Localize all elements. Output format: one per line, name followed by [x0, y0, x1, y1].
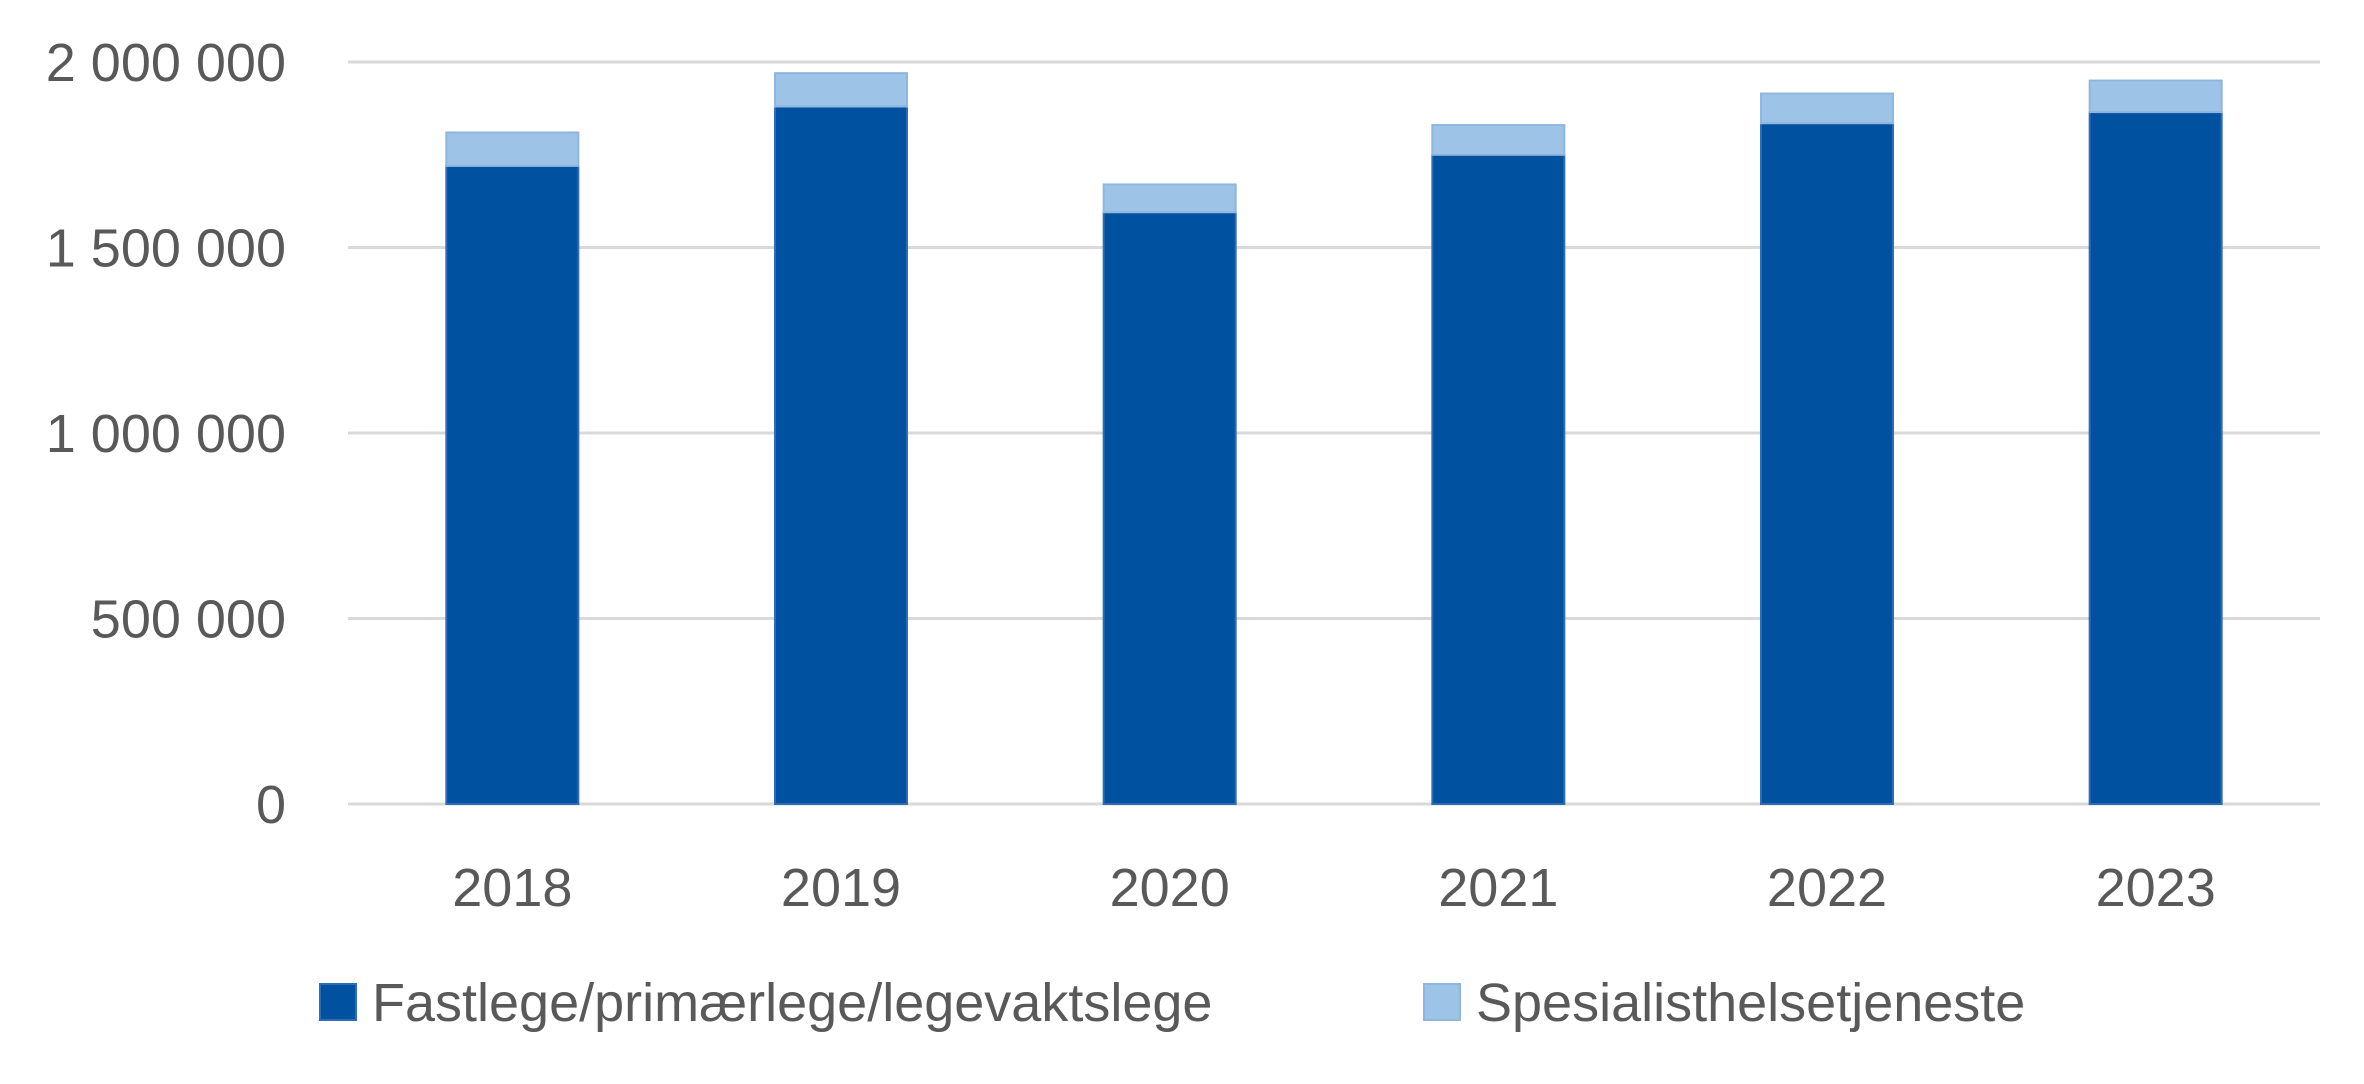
x-axis: 2018 2019 2020 2021 2022 2023 [452, 858, 2215, 918]
x-tick-label: 2020 [1110, 858, 1230, 918]
legend-label-spesialisthelsetjeneste: Spesialisthelsetjeneste [1476, 973, 2025, 1033]
x-tick-label: 2021 [1438, 858, 1558, 918]
x-tick-label: 2019 [781, 858, 901, 918]
y-axis: 0 500 000 1 000 000 1 500 000 2 000 000 [46, 33, 286, 835]
bar-fastlege-2021 [1431, 153, 1566, 805]
bar-spesialisthelsetjeneste-2020 [1102, 183, 1237, 214]
bar-spesialisthelsetjeneste-2023 [2088, 79, 2223, 114]
legend: Fastlege/primærlege/legevaktslege Spesial… [319, 973, 2025, 1033]
legend-swatch-fastlege [319, 983, 357, 1021]
gridlines [348, 60, 2320, 806]
legend-label-fastlege: Fastlege/primærlege/legevaktslege [372, 973, 1212, 1033]
x-tick-label: 2022 [1767, 858, 1887, 918]
bar-fastlege-2019 [774, 105, 908, 805]
y-tick-label: 1 500 000 [46, 219, 286, 279]
bar-fastlege-2020 [1102, 211, 1237, 805]
y-tick-label: 0 [256, 775, 286, 835]
y-tick-label: 500 000 [91, 590, 286, 650]
bars [445, 72, 2223, 805]
bar-fastlege-2018 [445, 164, 580, 805]
bar-spesialisthelsetjeneste-2019 [774, 72, 908, 108]
x-tick-label: 2018 [452, 858, 572, 918]
bar-fastlege-2022 [1760, 122, 1894, 805]
bar-spesialisthelsetjeneste-2022 [1760, 92, 1894, 125]
bar-spesialisthelsetjeneste-2021 [1431, 124, 1566, 156]
legend-swatch-spesialisthelsetjeneste [1423, 983, 1461, 1021]
bar-spesialisthelsetjeneste-2018 [445, 131, 580, 167]
bar-fastlege-2023 [2088, 111, 2223, 805]
x-tick-label: 2023 [2096, 858, 2216, 918]
y-tick-label: 1 000 000 [46, 404, 286, 464]
y-tick-label: 2 000 000 [46, 33, 286, 93]
